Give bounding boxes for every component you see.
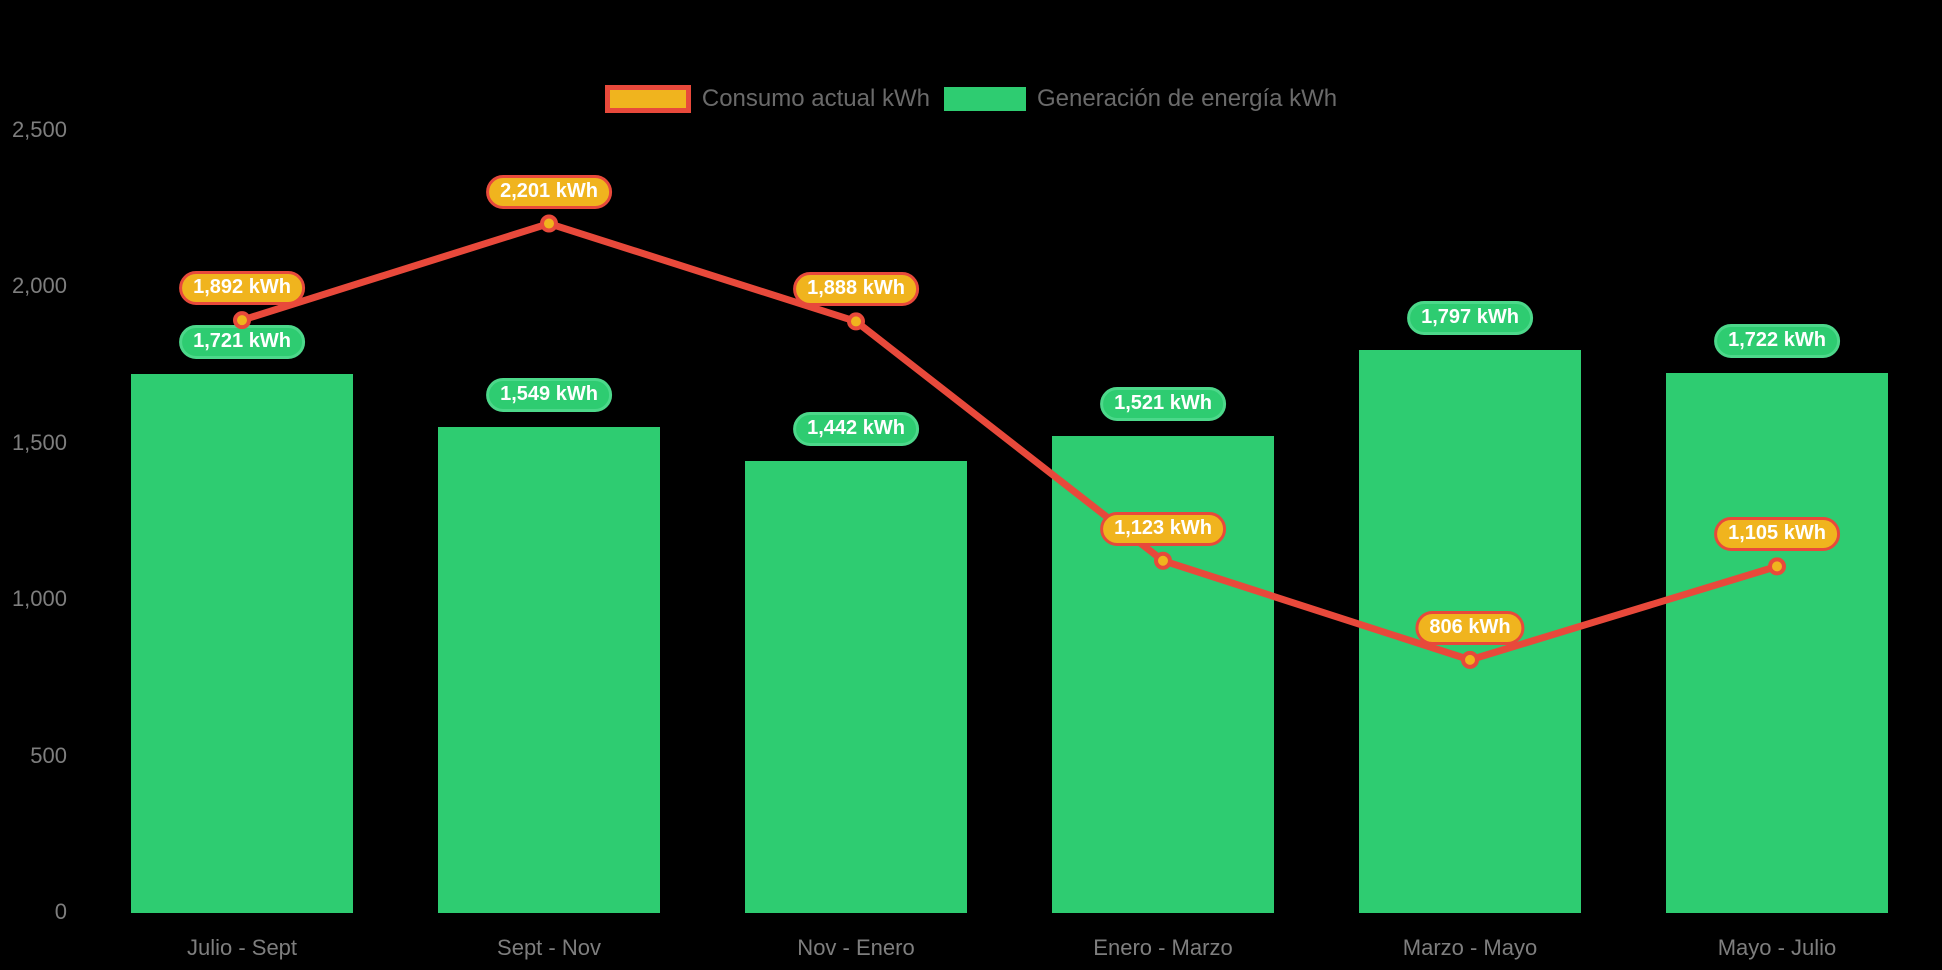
x-axis-category-label: Marzo - Mayo <box>1402 935 1538 960</box>
generation-bar[interactable] <box>745 460 967 913</box>
y-axis-tick-label: 0 <box>54 899 67 924</box>
x-axis-category-label: Julio - Sept <box>186 935 298 960</box>
consumption-value-label: 1,892 kWh <box>179 271 305 306</box>
generation-bar[interactable] <box>131 373 353 913</box>
generation-value-label: 1,797 kWh <box>1407 300 1533 335</box>
legend-label-consumo-actual: Consumo actual kWh <box>701 85 930 112</box>
generacion-energia-swatch-icon <box>943 87 1026 111</box>
y-axis-tick-label: 2,500 <box>11 117 67 142</box>
consumption-marker[interactable] <box>540 214 558 233</box>
generation-value-label: 1,722 kWh <box>1714 324 1840 359</box>
x-axis-category-label: Sept - Nov <box>497 935 601 960</box>
consumption-marker[interactable] <box>1768 557 1786 576</box>
consumption-value-label: 806 kWh <box>1415 610 1525 645</box>
consumption-value-label: 1,888 kWh <box>793 272 919 307</box>
x-axis-category-label: Nov - Enero <box>797 935 915 960</box>
consumption-marker[interactable] <box>1154 551 1172 570</box>
y-axis-tick-label: 1,500 <box>11 429 67 455</box>
generation-value-label: 1,442 kWh <box>793 411 919 446</box>
legend-item-consumo-actual[interactable]: Consumo actual kWh <box>604 85 930 113</box>
legend-label-generacion-energia: Generación de energía kWh <box>1036 85 1338 112</box>
consumption-value-label: 1,105 kWh <box>1714 517 1840 552</box>
consumption-line[interactable] <box>238 220 1781 664</box>
consumption-marker[interactable] <box>233 311 251 330</box>
y-axis-tick-label: 2,000 <box>11 273 67 299</box>
y-axis-tick-label: 1,000 <box>11 586 67 612</box>
generation-bar[interactable] <box>1666 373 1888 913</box>
generation-value-label: 1,521 kWh <box>1100 387 1226 422</box>
consumption-value-label: 1,123 kWh <box>1100 511 1226 546</box>
x-axis-category-label: Enero - Marzo <box>1093 935 1233 960</box>
generation-value-label: 1,721 kWh <box>179 324 305 359</box>
chart-legend: Consumo actual kWh Generación de energía… <box>0 85 1942 113</box>
x-axis-category-label: Mayo - Julio <box>1717 935 1837 960</box>
generation-bar[interactable] <box>438 427 660 913</box>
generation-value-label: 1,549 kWh <box>486 378 612 413</box>
consumption-value-label: 2,201 kWh <box>486 174 612 209</box>
consumption-marker[interactable] <box>847 312 865 331</box>
consumo-actual-swatch-icon <box>604 85 691 113</box>
legend-item-generacion-energia[interactable]: Generación de energía kWh <box>943 85 1338 113</box>
y-axis-tick-label: 500 <box>30 742 67 768</box>
consumption-marker[interactable] <box>1461 650 1479 669</box>
